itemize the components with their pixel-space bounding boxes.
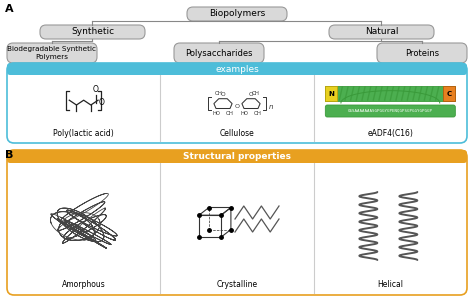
FancyBboxPatch shape — [7, 150, 467, 163]
Text: OH: OH — [226, 111, 234, 116]
Text: O: O — [221, 92, 225, 97]
Bar — [325, 86, 337, 101]
Text: B: B — [5, 150, 13, 160]
Text: Helical: Helical — [377, 280, 403, 289]
Text: O: O — [99, 98, 105, 107]
FancyBboxPatch shape — [187, 7, 287, 21]
FancyBboxPatch shape — [7, 43, 97, 63]
Text: Polysaccharides: Polysaccharides — [185, 48, 253, 58]
Text: OH: OH — [251, 91, 259, 96]
Text: GSSAAAAAAASGPGGYGPENQGPSGPGGYGPGGP: GSSAAAAAAASGPGGYGPENQGPSGPGGYGPGGP — [348, 109, 433, 113]
Text: HO: HO — [212, 111, 220, 116]
Text: O: O — [249, 92, 253, 97]
Text: Amorphous: Amorphous — [62, 280, 106, 289]
FancyBboxPatch shape — [174, 43, 264, 63]
Text: Cellulose: Cellulose — [219, 129, 255, 138]
FancyBboxPatch shape — [7, 63, 467, 75]
Text: examples: examples — [215, 64, 259, 74]
FancyBboxPatch shape — [329, 25, 434, 39]
FancyBboxPatch shape — [325, 105, 456, 117]
Bar — [325, 86, 456, 101]
Bar — [443, 86, 456, 101]
Text: eADF4(C16): eADF4(C16) — [367, 129, 413, 138]
Text: Biopolymers: Biopolymers — [209, 9, 265, 19]
Text: n: n — [269, 104, 273, 110]
Text: Proteins: Proteins — [405, 48, 439, 58]
Text: A: A — [5, 4, 14, 14]
Text: C: C — [447, 91, 452, 96]
Text: Crystalline: Crystalline — [217, 280, 257, 289]
FancyBboxPatch shape — [7, 63, 467, 143]
FancyBboxPatch shape — [7, 150, 467, 295]
Text: OH: OH — [254, 111, 262, 116]
Text: Biodegradable Synthetic
Polymers: Biodegradable Synthetic Polymers — [8, 46, 97, 59]
FancyBboxPatch shape — [377, 43, 467, 63]
Text: O: O — [93, 85, 99, 94]
Text: Natural: Natural — [365, 27, 398, 37]
Text: Structural properties: Structural properties — [183, 152, 291, 161]
Text: N: N — [328, 91, 334, 96]
Text: O: O — [235, 104, 239, 109]
Text: Synthetic: Synthetic — [71, 27, 114, 37]
Text: Poly(lactic acid): Poly(lactic acid) — [53, 129, 114, 138]
Text: OH: OH — [215, 91, 223, 96]
FancyBboxPatch shape — [40, 25, 145, 39]
Text: HO: HO — [240, 111, 248, 116]
